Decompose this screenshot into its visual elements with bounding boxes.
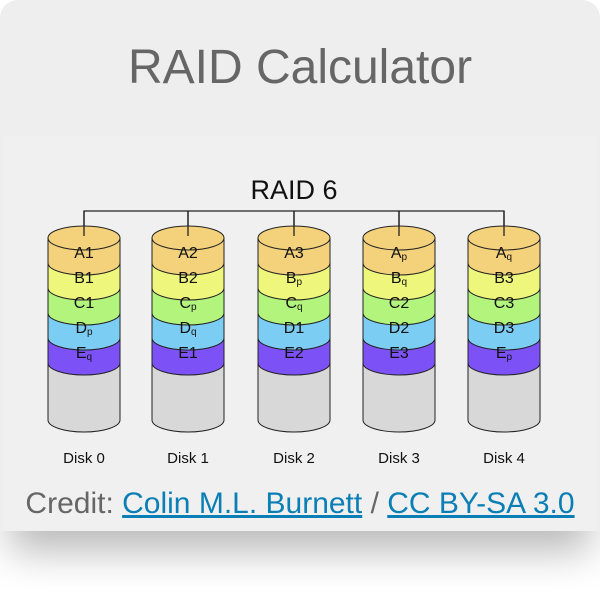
- raid-diagram: RAID 6 A1 B1 C1 Dp Eq Disk 0 A2 B2 Cp Dq E1 Disk 1 A3…: [47, 175, 541, 467]
- block-label: Dq: [179, 320, 196, 338]
- disk-label: Disk 2: [273, 450, 315, 467]
- disk-label: Disk 3: [378, 450, 420, 467]
- block-label: Ap: [391, 245, 408, 263]
- block-label: A3: [284, 245, 304, 262]
- license-link[interactable]: CC BY-SA 3.0: [387, 487, 575, 520]
- block-label: C2: [389, 295, 410, 312]
- block-label: Eq: [76, 345, 92, 363]
- block-label: Bp: [286, 270, 303, 288]
- author-link[interactable]: Colin M.L. Burnett: [122, 487, 363, 520]
- disk-empty-space: [47, 362, 121, 433]
- disk-empty-space: [151, 362, 225, 433]
- diagram-heading: RAID 6: [250, 175, 337, 205]
- block-label: Cp: [179, 295, 197, 313]
- block-label: D2: [389, 320, 410, 337]
- disk-label: Disk 0: [63, 450, 105, 467]
- disk-empty-space: [362, 362, 436, 433]
- block-label: Bq: [391, 270, 407, 288]
- block-label: B1: [74, 270, 94, 287]
- block-label: C3: [494, 295, 515, 312]
- block-label: Cq: [285, 295, 302, 313]
- block-label: Dp: [75, 320, 93, 338]
- disk-empty-space: [467, 362, 541, 433]
- credit-prefix: Credit:: [25, 487, 123, 520]
- disk-label: Disk 1: [167, 450, 209, 467]
- block-label: B3: [494, 270, 514, 287]
- block-label: Aq: [496, 245, 512, 263]
- block-label: D3: [494, 320, 515, 337]
- credit-line: Credit: Colin M.L. Burnett / CC BY-SA 3.…: [0, 484, 600, 524]
- block-label: C1: [74, 295, 95, 312]
- page-title: RAID Calculator: [127, 41, 473, 94]
- block-label: A1: [74, 245, 94, 262]
- disk-empty-space: [257, 362, 331, 433]
- calculator-card: RAID Calculator RAID 6 A1 B1 C1 Dp Eq Disk 0 A2…: [0, 0, 600, 531]
- block-label: E3: [389, 345, 409, 362]
- block-label: D1: [284, 320, 305, 337]
- block-label: A2: [178, 245, 198, 262]
- disk-label: Disk 4: [483, 450, 525, 467]
- block-label: B2: [178, 270, 198, 287]
- block-label: Ep: [496, 345, 513, 363]
- block-label: E2: [284, 345, 304, 362]
- credit-separator: /: [362, 487, 388, 520]
- block-label: E1: [178, 345, 198, 362]
